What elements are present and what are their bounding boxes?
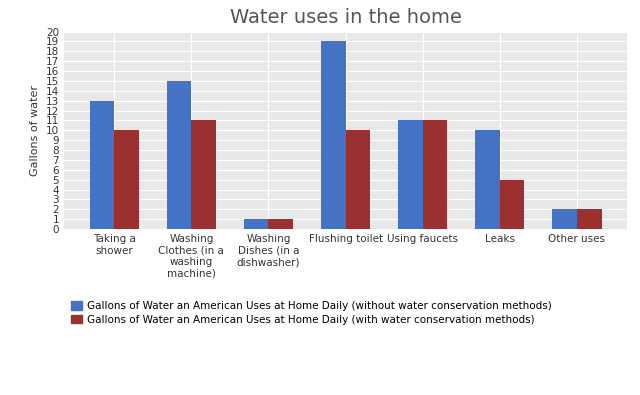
Bar [346, 130, 371, 229]
Bar [321, 41, 346, 229]
Bar [500, 180, 525, 229]
Legend: Gallons of Water an American Uses at Home Daily (without water conservation meth: Gallons of Water an American Uses at Hom… [69, 299, 554, 327]
Bar [475, 130, 500, 229]
Bar [422, 120, 447, 229]
Bar [115, 130, 139, 229]
Bar [398, 120, 422, 229]
Bar [166, 81, 191, 229]
Bar [577, 209, 602, 229]
Bar [269, 219, 293, 229]
Y-axis label: Gallons of water: Gallons of water [30, 85, 40, 176]
Title: Water uses in the home: Water uses in the home [230, 8, 461, 27]
Bar [244, 219, 269, 229]
Bar [552, 209, 577, 229]
Bar [90, 101, 115, 229]
Bar [191, 120, 216, 229]
